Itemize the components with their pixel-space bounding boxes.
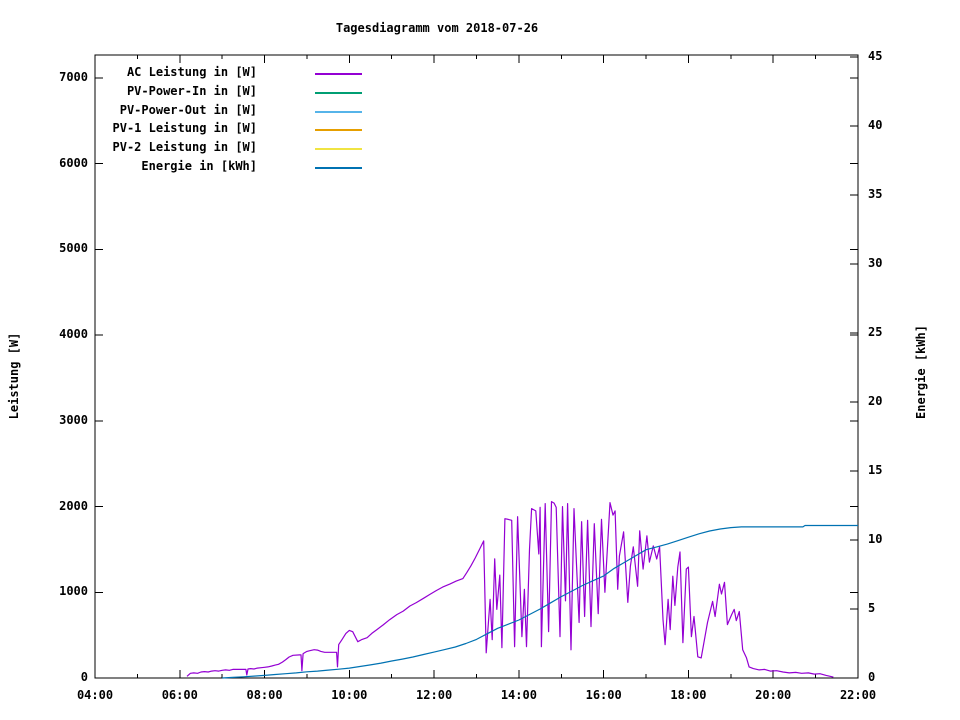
x-tick-label: 12:00 xyxy=(416,688,453,702)
x-tick-label: 14:00 xyxy=(500,688,537,702)
legend-label: PV-Power-In in [W] xyxy=(126,83,257,98)
y-right-tick-label: 35 xyxy=(868,187,883,201)
y-left-tick-label: 4000 xyxy=(59,327,88,342)
y-right-tick-label: 40 xyxy=(868,118,883,132)
y-left-axis-title: Leistung [W] xyxy=(7,332,21,420)
y-right-tick-label: 25 xyxy=(868,325,883,339)
y-right-tick-label: 45 xyxy=(868,49,883,63)
y-right-tick-label: 15 xyxy=(868,463,883,477)
y-right-tick-label: 10 xyxy=(868,532,883,546)
y-right-tick-label: 20 xyxy=(868,394,883,408)
legend-line-sample xyxy=(315,73,362,75)
y-left-tick-label: 2000 xyxy=(59,498,88,513)
y-right-tick-label: 0 xyxy=(868,670,876,684)
x-tick-label: 04:00 xyxy=(76,688,114,702)
x-tick-label: 06:00 xyxy=(161,688,198,702)
legend-label: PV-Power-Out in [W] xyxy=(119,102,257,117)
legend-label: PV-1 Leistung in [W] xyxy=(112,121,258,136)
series-line-energie xyxy=(222,524,858,679)
chart-title: Tagesdiagramm vom 2018-07-26 xyxy=(335,21,539,35)
x-tick-label: 22:00 xyxy=(839,688,877,702)
x-tick-label: 10:00 xyxy=(331,688,368,702)
y-left-tick-label: 7000 xyxy=(59,70,88,84)
y-right-tick-label: 30 xyxy=(868,256,883,270)
legend-line-sample xyxy=(315,148,362,151)
y-left-tick-label: 3000 xyxy=(59,412,88,427)
x-tick-label: 08:00 xyxy=(246,688,283,702)
legend-line-sample xyxy=(315,167,362,169)
y-left-tick-label: 1000 xyxy=(59,584,88,599)
legend-line-sample xyxy=(315,110,362,113)
y-right-axis-title: Energie [kWh] xyxy=(914,325,928,419)
x-tick-label: 16:00 xyxy=(585,688,622,702)
legend-line-sample xyxy=(315,91,362,94)
legend-label: Energie in [kWh] xyxy=(141,159,257,173)
legend-line-sample xyxy=(315,129,362,132)
y-left-tick-label: 6000 xyxy=(59,155,88,170)
y-right-tick-label: 5 xyxy=(868,601,876,615)
x-tick-label: 18:00 xyxy=(670,688,707,702)
legend-label: AC Leistung in [W] xyxy=(126,65,257,79)
y-left-tick-label: 5000 xyxy=(59,241,88,256)
x-tick-label: 20:00 xyxy=(755,688,792,702)
legend-label: PV-2 Leistung in [W] xyxy=(112,140,258,155)
y-left-tick-label: 0 xyxy=(80,670,88,684)
series-line-ac-leistung xyxy=(186,501,834,678)
